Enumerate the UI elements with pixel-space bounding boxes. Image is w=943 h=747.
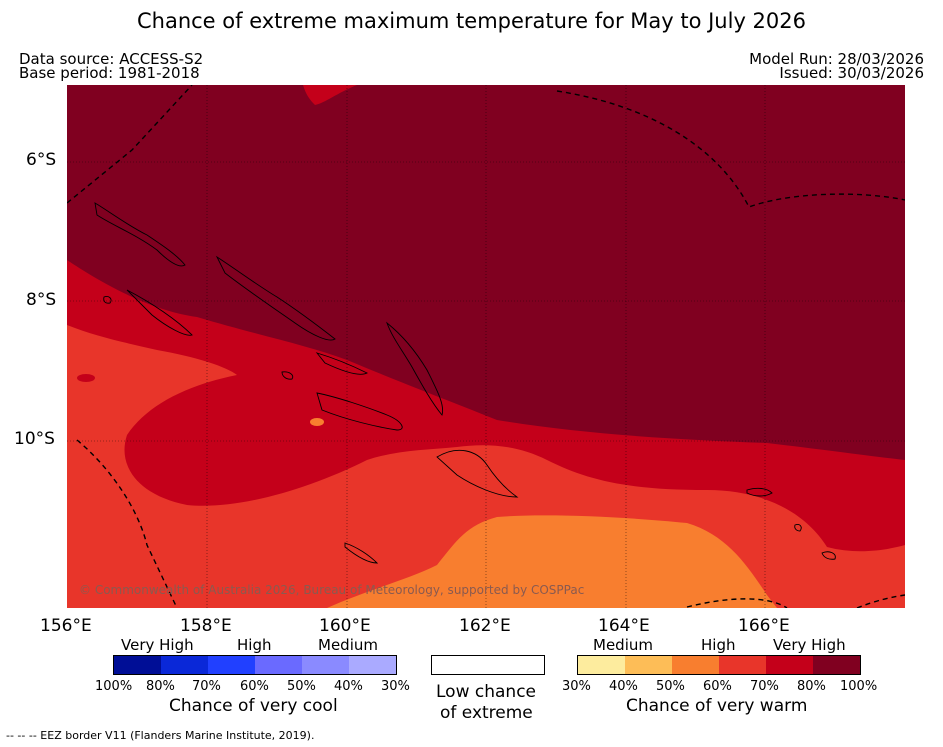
gridlines xyxy=(67,85,905,608)
eez-footnote: -- -- -- EEZ border V11 (Flanders Marine… xyxy=(6,729,315,742)
neutral-caption-line1: Low chance xyxy=(436,682,536,702)
cool-swatch-70-60 xyxy=(208,656,256,674)
copyright-text: © Commonwealth of Australia 2026, Bureau… xyxy=(79,583,584,597)
cool-swatch-60-50 xyxy=(255,656,303,674)
cool-medium-label: Medium xyxy=(318,636,378,654)
cool-very-high-label: Very High xyxy=(121,636,194,654)
warm-swatch-70-80 xyxy=(766,656,814,674)
cool-swatch-80-70 xyxy=(161,656,209,674)
warm-pct-30: 30% xyxy=(562,679,591,694)
neutral-caption-line2: of extreme xyxy=(440,703,533,723)
patch-medium-warm-2 xyxy=(310,418,324,426)
cool-pct-40: 40% xyxy=(334,679,363,694)
issued-date: Issued: 30/03/2026 xyxy=(779,64,924,82)
lon-label-160e: 160°E xyxy=(319,616,371,636)
cool-caption: Chance of very cool xyxy=(169,696,338,716)
warm-swatch-80-100 xyxy=(813,656,860,674)
eez-borders xyxy=(67,85,905,608)
warm-colorbar xyxy=(577,655,861,675)
lon-label-166e: 166°E xyxy=(738,616,790,636)
warm-swatch-30-40 xyxy=(578,656,626,674)
cool-swatch-50-40 xyxy=(302,656,350,674)
forecast-map: © Commonwealth of Australia 2026, Bureau… xyxy=(67,85,905,608)
warm-pct-50: 50% xyxy=(656,679,685,694)
map-title: Chance of extreme maximum temperature fo… xyxy=(136,9,806,33)
warm-swatch-60-70 xyxy=(719,656,767,674)
cool-pct-60: 60% xyxy=(240,679,269,694)
cool-swatch-100-80 xyxy=(114,656,162,674)
model-run: Model Run: 28/03/2026 xyxy=(749,50,924,68)
warm-very-high-label: Very High xyxy=(773,636,846,654)
cool-swatch-40-30 xyxy=(349,656,396,674)
warm-pct-100: 100% xyxy=(840,679,878,694)
cool-colorbar xyxy=(113,655,397,675)
lon-label-156e: 156°E xyxy=(40,616,92,636)
warm-swatch-50-60 xyxy=(672,656,720,674)
cool-pct-70: 70% xyxy=(192,679,221,694)
warm-pct-80: 80% xyxy=(797,679,826,694)
zone-high-warm-north xyxy=(303,85,357,105)
cool-pct-80: 80% xyxy=(146,679,175,694)
data-source: Data source: ACCESS-S2 xyxy=(19,50,204,68)
coastlines xyxy=(94,202,836,564)
cool-high-label: High xyxy=(237,636,272,654)
lon-label-158e: 158°E xyxy=(180,616,232,636)
warm-high-label: High xyxy=(701,636,736,654)
zone-medium-warm-low xyxy=(327,515,777,608)
warm-pct-70: 70% xyxy=(750,679,779,694)
lon-label-162e: 162°E xyxy=(459,616,511,636)
lat-label-6s: 6°S xyxy=(26,150,57,170)
warm-pct-40: 40% xyxy=(609,679,638,694)
lon-label-164e: 164°E xyxy=(598,616,650,636)
lat-label-8s: 8°S xyxy=(26,290,57,310)
cool-pct-30: 30% xyxy=(381,679,410,694)
neutral-swatch xyxy=(431,655,545,675)
warm-swatch-40-50 xyxy=(625,656,673,674)
patch-medium-warm xyxy=(77,374,95,382)
warm-pct-60: 60% xyxy=(703,679,732,694)
base-period: Base period: 1981-2018 xyxy=(19,64,200,82)
lat-label-10s: 10°S xyxy=(14,429,55,449)
cool-pct-50: 50% xyxy=(287,679,316,694)
warm-medium-label: Medium xyxy=(593,636,653,654)
cool-pct-100: 100% xyxy=(95,679,133,694)
warm-caption: Chance of very warm xyxy=(626,696,808,716)
